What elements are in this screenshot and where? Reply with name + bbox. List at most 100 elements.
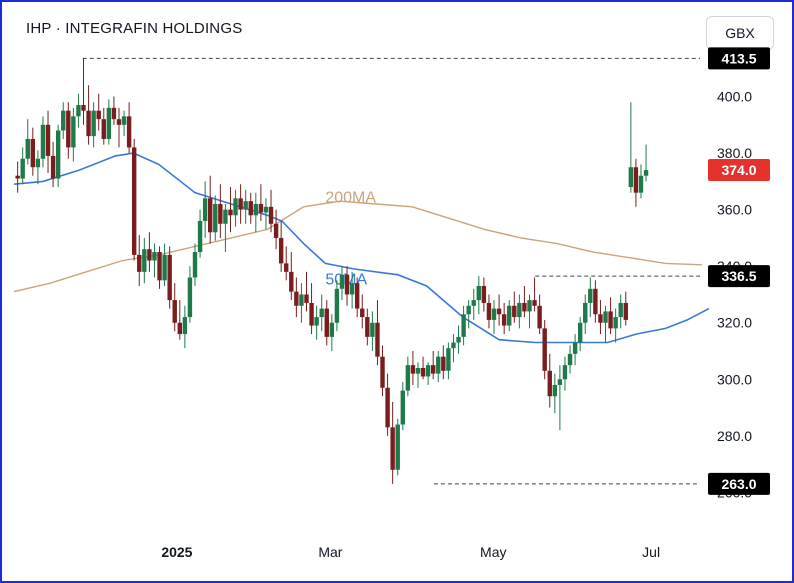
candle-body (572, 342, 578, 354)
candle-body (192, 252, 198, 278)
candle-body (628, 167, 634, 188)
candle-body (299, 294, 304, 306)
candle-body (187, 277, 193, 318)
candle-body (517, 302, 522, 318)
candle-body (365, 317, 370, 337)
candle-body (410, 365, 416, 374)
candle-body (162, 254, 167, 281)
candle-body (598, 314, 603, 323)
candle-body (471, 300, 476, 306)
y-tick-label: 360.0 (717, 202, 752, 218)
chart-title: IHP · INTEGRAFIN HOLDINGS (26, 20, 243, 37)
candle-body (441, 356, 446, 371)
candle-body (228, 209, 233, 216)
x-tick-label: May (480, 544, 506, 560)
y-tick-label: 400.0 (717, 89, 752, 105)
candle-body (547, 370, 552, 397)
candle-body (284, 263, 289, 272)
candle-body (577, 322, 583, 343)
candle-body (476, 285, 482, 301)
candle-body (618, 302, 623, 318)
candle-body (400, 390, 405, 425)
candle-body (436, 356, 441, 374)
candle-body (593, 288, 598, 315)
candle-body (425, 365, 431, 377)
candle-body (268, 206, 274, 224)
candle-body (25, 138, 30, 159)
ma-line-200ma (13, 200, 702, 293)
candle-body (542, 328, 547, 371)
candle-body (131, 147, 137, 255)
level-tag: 263.0 (721, 476, 756, 492)
candle-body (20, 158, 25, 179)
candle-body (50, 155, 56, 179)
y-tick-label: 300.0 (717, 371, 752, 387)
x-tick-label: 2025 (161, 544, 192, 560)
candle-body (35, 158, 41, 168)
candle-body (522, 302, 527, 312)
level-tag: 336.5 (721, 268, 756, 284)
candle-body (182, 317, 188, 335)
candle-body (81, 105, 86, 111)
candle-body (147, 249, 152, 261)
candle-body (106, 107, 112, 139)
candle-body (461, 314, 466, 337)
candle-body (86, 110, 91, 137)
candle-body (258, 203, 264, 213)
candles (15, 58, 649, 484)
level-tag-bg (708, 47, 770, 70)
candle-body (552, 384, 558, 397)
last-price-tag: 374.0 (721, 162, 756, 178)
candle-body (390, 427, 395, 470)
candle-body (557, 379, 563, 385)
candle-body (289, 271, 294, 292)
candle-body (208, 198, 213, 233)
candle-body (623, 302, 628, 320)
candle-body (223, 209, 228, 224)
candle-body (91, 110, 96, 137)
candle-body (61, 110, 66, 131)
candle-body (501, 314, 507, 326)
candle-body (263, 206, 269, 213)
candle-body (76, 105, 81, 117)
candle-body (273, 223, 279, 238)
candle-body (177, 322, 182, 335)
candle-body (15, 175, 20, 179)
candle-body (116, 119, 122, 125)
ma-label-200ma: 200MA (325, 190, 376, 207)
candle-body (66, 110, 71, 148)
y-tick-label: 280.0 (717, 428, 752, 444)
candle-body (248, 201, 253, 216)
candle-body (324, 308, 329, 337)
candle-body (45, 124, 51, 156)
candle-body (430, 365, 436, 374)
candle-body (121, 116, 127, 125)
candle-body (486, 302, 492, 320)
candle-body (415, 367, 421, 374)
candle-body (253, 203, 259, 216)
candle-body (304, 294, 309, 303)
candle-body (466, 305, 471, 315)
candle-body (420, 367, 426, 377)
price-levels (82, 57, 700, 485)
candle-body (562, 365, 568, 380)
candle-body (30, 138, 36, 168)
candle-body (309, 302, 314, 326)
candle-body (157, 252, 162, 281)
candle-body (202, 198, 208, 221)
level-tag-bg (708, 265, 770, 288)
candle-body (172, 300, 177, 323)
candle-body (527, 300, 532, 312)
last-price-tag-bg (708, 159, 770, 182)
candle-body (218, 203, 223, 224)
candle-body (142, 249, 147, 272)
candle-body (633, 167, 639, 193)
candle-body (608, 311, 613, 329)
candle-body (512, 305, 517, 318)
candle-body (278, 237, 284, 264)
candle-body (451, 342, 456, 349)
y-tick-label: 320.0 (717, 315, 752, 331)
x-tick-label: Mar (318, 544, 342, 560)
candle-body (603, 311, 608, 323)
candle-body (405, 365, 411, 391)
